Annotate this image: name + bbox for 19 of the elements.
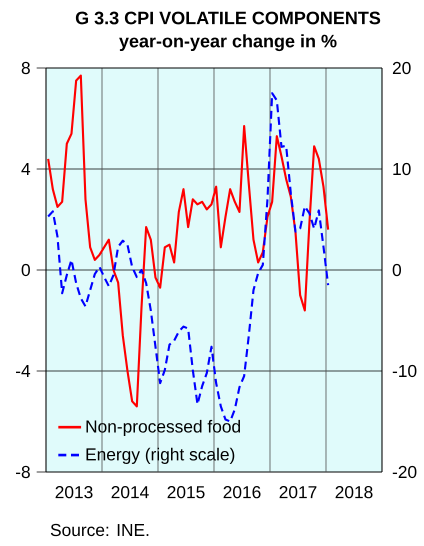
x-tick-label: 2013 — [56, 486, 93, 498]
y2-tick-label: 0 — [392, 264, 402, 276]
y-tick-label: -4 — [16, 365, 30, 377]
y2-tick-label: 20 — [392, 62, 411, 74]
y-tick-label: 0 — [22, 264, 30, 276]
x-tick-label: 2017 — [280, 486, 316, 498]
x-tick-label: 2016 — [224, 486, 261, 498]
chart-title: G 3.3 CPI VOLATILE COMPONENTS — [76, 12, 380, 24]
chart-subtitle: year-on-year change in % — [119, 34, 337, 52]
source-note: Source: INE. — [50, 524, 148, 536]
y-tick-label: 4 — [21, 163, 30, 175]
y2-tick-label: -20 — [392, 466, 416, 478]
x-tick-label: 2014 — [112, 486, 149, 498]
y2-tick-label: -10 — [392, 364, 416, 378]
y2-tick-label: 10 — [393, 162, 411, 176]
x-tick-label: 2015 — [168, 486, 205, 498]
y-tick-label: -8 — [16, 466, 30, 478]
x-tick-label: 2018 — [336, 486, 373, 498]
y-tick-label: 8 — [22, 62, 30, 74]
